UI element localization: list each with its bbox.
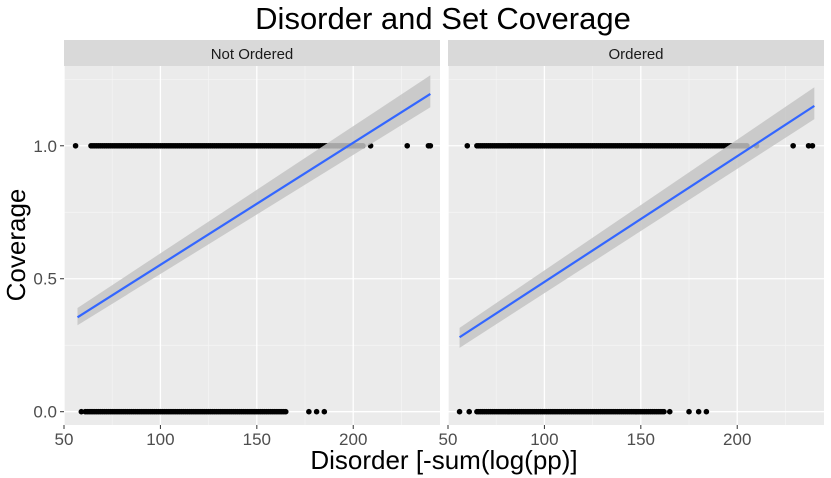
y-axis-title: Coverage	[1, 189, 31, 302]
data-point	[72, 142, 79, 149]
data-point	[78, 408, 85, 415]
x-tick-label: 100	[530, 430, 558, 449]
data-point	[282, 408, 289, 415]
confidence-band	[77, 75, 431, 326]
regression-line	[76, 92, 431, 319]
data-point	[464, 142, 471, 149]
x-tick-label: 150	[243, 430, 271, 449]
regression-line	[458, 104, 815, 339]
x-tick-label: 100	[146, 430, 174, 449]
data-point	[466, 408, 473, 415]
chart-title: Disorder and Set Coverage	[255, 1, 631, 36]
facet-label: Not Ordered	[211, 46, 294, 63]
x-tick-label: 50	[439, 430, 458, 449]
data-point	[661, 408, 667, 415]
y-tick-label: 0.0	[33, 403, 57, 422]
x-tick-label: 200	[723, 430, 751, 449]
data-point	[703, 408, 710, 415]
data-point	[456, 408, 463, 415]
panel-1: Not Ordered 50 100 150 200 0.0 0.5 1.0	[33, 40, 440, 449]
data-point	[404, 142, 411, 149]
y-tick-label: 1.0	[33, 137, 57, 156]
panel-2: Ordered 50 100 150 200	[439, 40, 824, 449]
x-axis-title: Disorder [-sum(log(pp)]	[310, 445, 577, 475]
data-point	[809, 142, 816, 149]
x-tick-label: 50	[55, 430, 74, 449]
facet-strip	[448, 40, 824, 66]
data-point	[686, 408, 692, 415]
y-tick-label: 0.5	[33, 270, 57, 289]
data-point	[321, 408, 328, 415]
data-point	[805, 142, 812, 149]
facet-label: Ordered	[608, 46, 663, 63]
data-point	[313, 408, 320, 415]
data-point	[306, 408, 312, 415]
x-tick-label: 150	[627, 430, 655, 449]
data-point	[427, 142, 434, 149]
facet-strip	[64, 40, 440, 66]
data-point	[695, 408, 702, 415]
x-tick-label: 200	[339, 430, 367, 449]
data-point	[790, 142, 796, 149]
confidence-band	[459, 87, 815, 348]
data-point	[666, 408, 673, 415]
